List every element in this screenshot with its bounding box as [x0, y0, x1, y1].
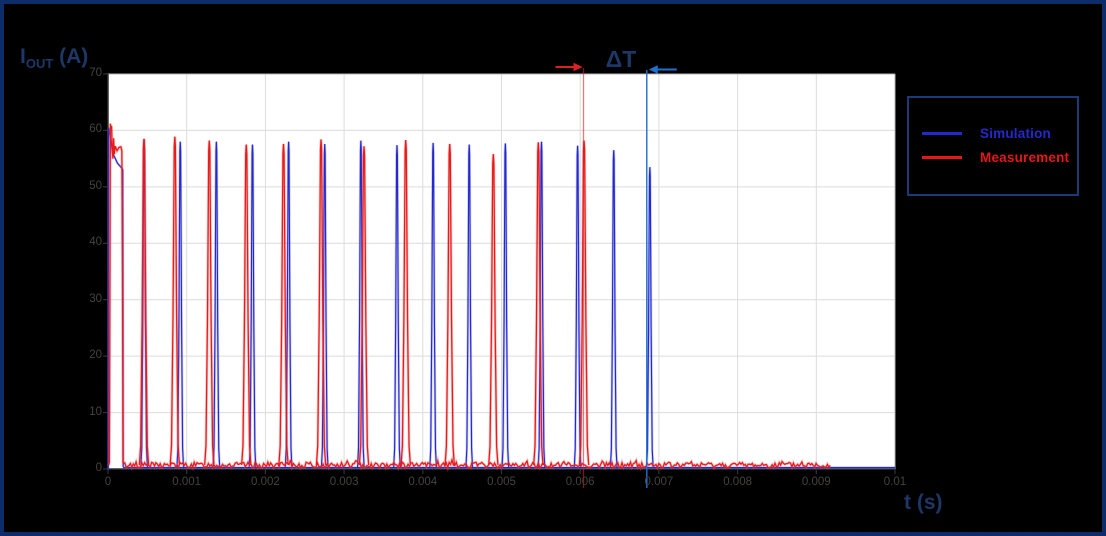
y-tick-label: 0 [95, 462, 102, 474]
y-axis-label-unit: (A) [53, 45, 89, 68]
x-tick-label: 0.003 [329, 476, 359, 488]
x-tick-label: 0.01 [883, 476, 907, 488]
x-tick-label: 0 [104, 476, 112, 488]
x-axis-label: t (s) [904, 491, 943, 514]
y-tick-label: 50 [89, 179, 102, 192]
x-tick-label: 0.009 [801, 476, 831, 488]
legend-measurement-label: Measurement [980, 149, 1070, 165]
delta-t-red-arrowhead [573, 62, 583, 72]
delta-t-annotation-label: ΔT [605, 46, 637, 72]
y-tick-label: 40 [89, 236, 102, 249]
y-tick-label: 30 [89, 292, 102, 305]
x-tick-label: 0.007 [644, 476, 674, 488]
legend-simulation-line-sample [922, 131, 962, 135]
y-axis-label-subscript: OUT [25, 56, 54, 72]
x-tick-label: 0.008 [723, 476, 752, 488]
delta-t-blue-arrowhead [648, 65, 658, 74]
x-tick-label: 0.004 [408, 476, 438, 488]
y-tick-label: 10 [89, 405, 102, 418]
x-tick-label: 0.002 [251, 476, 280, 488]
x-tick-label: 0.006 [565, 476, 595, 488]
legend-simulation-label: Simulation [980, 125, 1052, 141]
x-tick-label: 0.005 [487, 476, 516, 488]
legend-measurement-line-sample [922, 155, 962, 159]
y-tick-label: 70 [89, 67, 102, 79]
y-tick-label: 60 [89, 123, 102, 136]
y-axis-label: IOUT (A) [20, 45, 88, 71]
x-tick-label: 0.001 [172, 476, 202, 488]
chart-canvas [103, 62, 896, 488]
measurement-trace [108, 123, 831, 470]
legend-box[interactable]: Simulation Measurement [907, 96, 1079, 196]
y-axis-label-symbol: I [20, 45, 26, 68]
legend-item-simulation: Simulation [909, 121, 1077, 145]
y-tick-label: 20 [89, 349, 102, 362]
legend-item-measurement: Measurement [909, 145, 1077, 169]
